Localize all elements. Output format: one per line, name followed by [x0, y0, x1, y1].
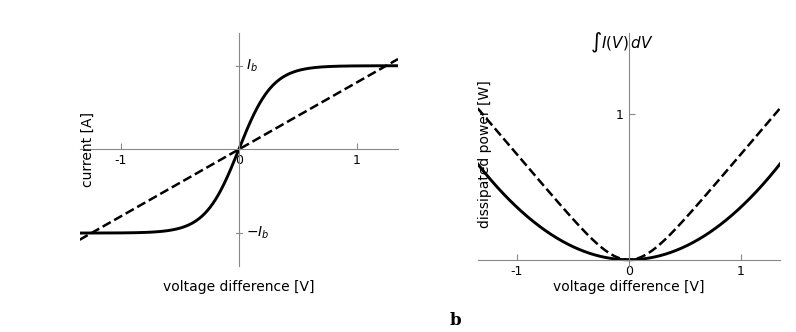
X-axis label: voltage difference [V]: voltage difference [V] — [553, 280, 704, 293]
Text: dissipated power [W]: dissipated power [W] — [478, 81, 493, 228]
Text: current [A]: current [A] — [81, 112, 95, 187]
Text: $I_b$: $I_b$ — [246, 57, 258, 74]
Text: b: b — [450, 312, 462, 329]
X-axis label: voltage difference [V]: voltage difference [V] — [163, 280, 314, 293]
Text: $-I_b$: $-I_b$ — [246, 225, 269, 241]
Text: $\int I(V)\, dV$: $\int I(V)\, dV$ — [590, 32, 654, 55]
